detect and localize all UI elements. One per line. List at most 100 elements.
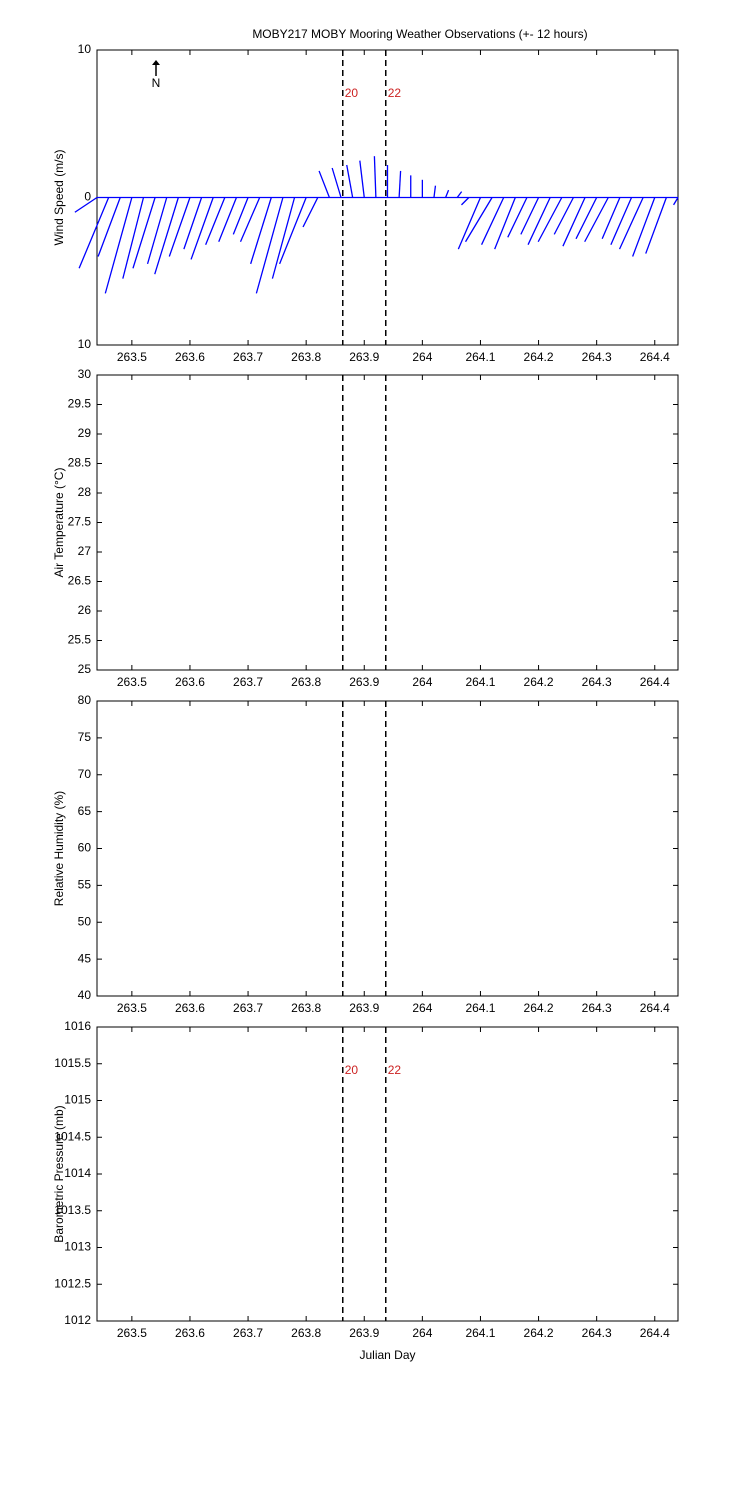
wind-stick	[632, 197, 656, 257]
y-tick-label: 1012	[64, 1313, 91, 1327]
y-tick-label: 1014.5	[54, 1129, 91, 1143]
x-tick-label: 263.9	[349, 350, 379, 364]
y-axis-label: Wind Speed (m/s)	[52, 149, 66, 245]
y-tick-label: 26	[78, 603, 92, 617]
wind-stick	[537, 197, 563, 243]
y-tick-label: 29.5	[68, 397, 92, 411]
wind-stick	[250, 197, 272, 265]
wind-stick	[464, 197, 493, 243]
wind-stick	[673, 197, 679, 206]
wind-stick	[433, 185, 437, 198]
plot-area	[96, 700, 679, 997]
y-tick-label: 1012.5	[54, 1276, 91, 1290]
x-tick-label: 264.1	[465, 1001, 495, 1015]
wind-stick	[610, 197, 633, 245]
x-tick-label: 263.9	[349, 1001, 379, 1015]
x-tick-label: 263.6	[175, 350, 205, 364]
x-tick-label: 264.3	[582, 350, 612, 364]
x-tick-label: 264	[412, 1001, 432, 1015]
x-tick-label: 264.3	[582, 1326, 612, 1340]
wind-stick	[168, 197, 191, 257]
wind-stick	[398, 170, 402, 198]
wind-stick	[122, 197, 145, 279]
y-tick-label: 55	[78, 878, 92, 892]
wind-stick	[302, 197, 319, 228]
wind-stick	[279, 197, 307, 265]
x-tick-label: 263.5	[117, 1326, 147, 1340]
x-tick-label: 263.5	[117, 1001, 147, 1015]
x-tick-label: 264	[412, 1326, 432, 1340]
wind-stick	[645, 197, 667, 254]
x-tick-label: 263.8	[291, 1326, 321, 1340]
y-tick-label: 27	[78, 544, 92, 558]
y-tick-label: 40	[78, 988, 92, 1002]
wind-stick	[480, 197, 505, 245]
x-tick-label: 263.8	[291, 675, 321, 689]
event-label: 20	[345, 86, 359, 100]
wind-stick	[373, 156, 377, 198]
y-tick-label: 28.5	[68, 456, 92, 470]
y-tick-label: 65	[78, 804, 92, 818]
wind-stick	[575, 197, 598, 240]
wind-stick	[553, 197, 574, 235]
wind-stick	[601, 197, 621, 240]
y-tick-label: 10	[78, 42, 92, 56]
y-tick-label: 75	[78, 730, 92, 744]
plot-area	[96, 1026, 679, 1322]
y-tick-label: 80	[78, 693, 92, 707]
x-tick-label: 264.1	[465, 350, 495, 364]
y-tick-label: 1015.5	[54, 1056, 91, 1070]
x-tick-label: 263.9	[349, 1326, 379, 1340]
y-tick-label: 1016	[64, 1019, 91, 1033]
x-tick-label: 263.8	[291, 350, 321, 364]
wind-stick	[271, 197, 296, 279]
x-tick-label: 264.2	[524, 350, 554, 364]
x-tick-label: 264.2	[524, 1001, 554, 1015]
x-tick-label: 263.7	[233, 1001, 263, 1015]
y-tick-label: 1015	[64, 1093, 91, 1107]
x-tick-label: 263.7	[233, 1326, 263, 1340]
wind-stick	[331, 167, 342, 198]
wind-stick	[318, 170, 331, 198]
x-tick-label: 264	[412, 675, 432, 689]
x-axis-label: Julian Day	[359, 1348, 415, 1362]
wind-stick	[78, 197, 110, 269]
x-tick-label: 264.2	[524, 1326, 554, 1340]
event-label: 22	[388, 1063, 402, 1077]
wind-stick	[154, 197, 179, 275]
x-tick-label: 264.4	[640, 675, 670, 689]
x-tick-label: 263.5	[117, 675, 147, 689]
y-tick-label: 1013	[64, 1240, 91, 1254]
x-tick-label: 264.4	[640, 1326, 670, 1340]
y-axis-label: Relative Humidity (%)	[52, 791, 66, 906]
wind-stick	[562, 197, 586, 247]
x-tick-label: 264.1	[465, 675, 495, 689]
wind-stick	[190, 197, 214, 260]
y-tick-label: 25	[78, 662, 92, 676]
north-label: N	[152, 76, 161, 90]
y-tick-label: 28	[78, 485, 92, 499]
wind-stick	[232, 197, 249, 235]
y-tick-label: 29	[78, 426, 92, 440]
x-tick-label: 264.3	[582, 1001, 612, 1015]
wind-stick	[461, 197, 470, 206]
wind-stick	[239, 197, 261, 243]
x-tick-label: 264.2	[524, 675, 554, 689]
wind-stick	[618, 197, 644, 250]
y-tick-label: 25.5	[68, 633, 92, 647]
wind-stick	[444, 189, 450, 198]
x-tick-label: 263.7	[233, 350, 263, 364]
y-tick-label: 1013.5	[54, 1203, 91, 1217]
x-tick-label: 264.4	[640, 1001, 670, 1015]
x-tick-label: 264.4	[640, 350, 670, 364]
y-tick-label: 70	[78, 767, 92, 781]
event-label: 22	[388, 86, 402, 100]
wind-stick	[74, 196, 98, 213]
wind-stick	[359, 160, 365, 198]
x-tick-label: 264.3	[582, 675, 612, 689]
x-tick-label: 263.9	[349, 675, 379, 689]
x-tick-label: 264.1	[465, 1326, 495, 1340]
wind-stick	[183, 197, 203, 250]
wind-stick	[507, 197, 528, 238]
